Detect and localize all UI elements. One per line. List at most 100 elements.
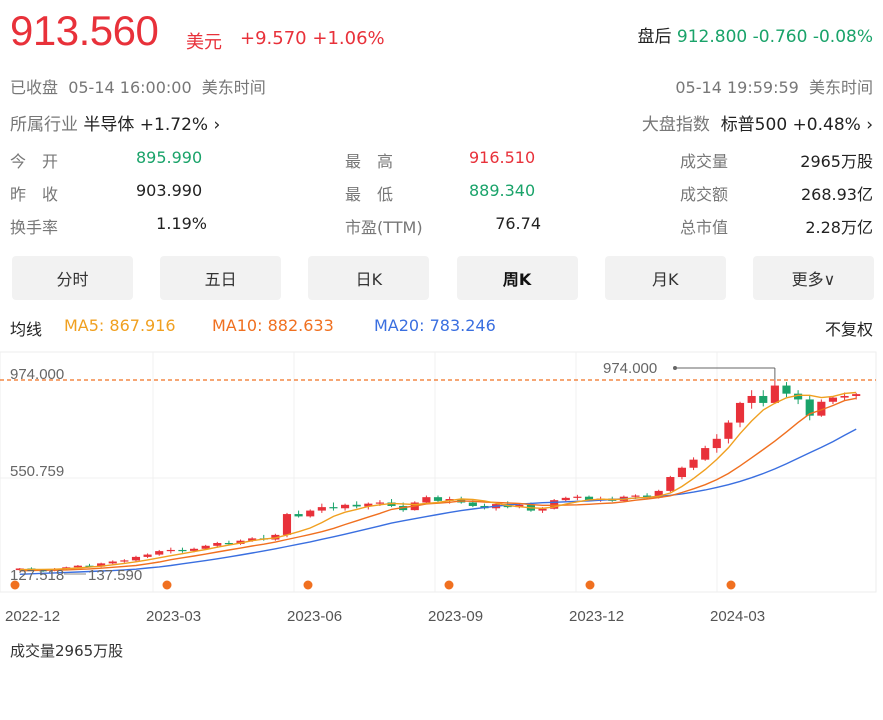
- candle-body: [120, 560, 129, 562]
- candle-body: [654, 490, 663, 498]
- ma-label: 均线: [10, 320, 43, 339]
- candle-body: [689, 459, 698, 468]
- prev-close-label: 昨 收: [10, 185, 59, 204]
- y-tick-label: 550.759: [10, 463, 64, 480]
- market-status: 已收盘: [10, 78, 59, 97]
- candle-body: [143, 554, 152, 557]
- ma10-legend: MA10: 882.633: [212, 316, 334, 335]
- volume-label: 成交量: [680, 152, 729, 171]
- candle-body: [852, 394, 861, 396]
- after-hours-label: 盘后: [637, 27, 672, 47]
- candle-body: [759, 395, 768, 403]
- event-marker: [10, 580, 20, 590]
- candle-body: [805, 399, 814, 416]
- x-tick-label: 2023-09: [428, 608, 483, 625]
- high-label: 最 高: [345, 152, 394, 171]
- y-min-label: 127.518: [10, 567, 64, 584]
- index-link[interactable]: 大盘指数 标普500 +0.48% ›: [642, 110, 873, 135]
- candle-body: [666, 477, 675, 491]
- event-marker: [162, 580, 172, 590]
- pe-value: 76.74: [495, 214, 541, 233]
- tab-intraday[interactable]: 分时: [12, 256, 133, 300]
- industry-value: 半导体 +1.72% ›: [83, 115, 221, 135]
- candle-body: [201, 545, 210, 549]
- candle-body: [155, 551, 164, 555]
- candle-body: [468, 502, 477, 506]
- moving-average-lines: [19, 391, 857, 575]
- max-pointer-dot: [673, 366, 677, 370]
- max-price-label: 974.000: [603, 360, 657, 377]
- ma20-legend: MA20: 783.246: [374, 316, 496, 335]
- turnover-label: 换手率: [10, 218, 59, 237]
- candle-body: [73, 565, 82, 568]
- y-tick-label: 974.000: [10, 366, 64, 383]
- candle-body: [573, 496, 582, 498]
- candle-body: [213, 543, 222, 546]
- candle-body: [364, 503, 373, 507]
- period-tabs: 分时 五日 日K 周K 月K 更多∨: [12, 256, 874, 300]
- tab-monthly-k[interactable]: 月K: [604, 256, 726, 300]
- candle-body: [712, 438, 721, 449]
- candle-body: [677, 467, 687, 478]
- x-tick-label: 2024-03: [710, 608, 765, 625]
- index-value: 标普500 +0.48% ›: [720, 115, 873, 135]
- candle-body: [515, 504, 524, 508]
- ma5-line: [19, 391, 857, 571]
- close-time: 05-14 16:00:00: [68, 78, 192, 97]
- pe-label: 市盈(TTM): [345, 218, 423, 237]
- turnover-value: 1.19%: [156, 214, 207, 233]
- adjust-toggle[interactable]: 不复权: [824, 320, 873, 339]
- after-hours-percent: -0.08%: [812, 27, 873, 47]
- candlestick-chart[interactable]: 974.000 550.759 974.000 127.518 137.590 2022-…: [0, 348, 883, 640]
- tab-daily-k[interactable]: 日K: [308, 256, 430, 300]
- plot-frame: [0, 351, 877, 593]
- candle-body: [189, 548, 199, 551]
- ma5-legend: MA5: 867.916: [64, 316, 176, 335]
- after-hours-time: 05-14 19:59:59 美东时间: [675, 74, 873, 98]
- candle-body: [701, 448, 710, 460]
- low-value: 889.340: [469, 181, 536, 200]
- price-change: +9.570 +1.06%: [240, 28, 385, 49]
- candle-body: [561, 497, 570, 501]
- candle-body: [433, 497, 443, 501]
- currency-label: 美元: [186, 32, 222, 53]
- ah-timezone-label: 美东时间: [808, 78, 873, 97]
- candle-body: [108, 561, 117, 564]
- candle-body: [329, 507, 338, 509]
- volume-title: 成交量2965万股: [10, 642, 124, 660]
- market-cap-label: 总市值: [680, 218, 729, 237]
- event-marker: [303, 580, 313, 590]
- tab-more[interactable]: 更多∨: [752, 256, 874, 300]
- candle-body: [817, 401, 826, 416]
- axis-labels: 974.000 550.759 974.000 127.518 137.590 2022-…: [5, 360, 776, 625]
- candle-body: [224, 543, 233, 545]
- candle-body: [282, 514, 292, 535]
- candle-body: [584, 496, 594, 501]
- candle-body: [631, 495, 640, 497]
- candle-body: [387, 502, 396, 506]
- candle-body: [85, 565, 94, 567]
- tab-five-day[interactable]: 五日: [160, 256, 282, 300]
- timezone-label: 美东时间: [201, 78, 266, 97]
- event-marker: [726, 580, 736, 590]
- candle-body: [747, 395, 756, 403]
- event-marker: [585, 580, 595, 590]
- low-label: 最 低: [345, 185, 394, 204]
- amount-label: 成交额: [680, 185, 729, 204]
- candle-body: [317, 507, 326, 511]
- candle-body: [538, 508, 547, 511]
- change-value: +9.570: [240, 28, 307, 49]
- x-tick-label: 2023-12: [569, 608, 624, 625]
- x-tick-label: 2023-03: [146, 608, 201, 625]
- ma20-line: [19, 428, 857, 575]
- candle-body: [341, 504, 350, 509]
- min-price-label: 137.590: [88, 567, 142, 584]
- tab-weekly-k[interactable]: 周K: [456, 256, 578, 300]
- industry-link[interactable]: 所属行业 半导体 +1.72% ›: [10, 110, 220, 135]
- candle-body: [724, 422, 733, 439]
- event-marker: [444, 580, 454, 590]
- volume-value: 2965万股: [800, 152, 873, 171]
- candle-body: [166, 549, 175, 552]
- candle-body: [178, 549, 187, 552]
- prev-close-value: 903.990: [136, 181, 203, 200]
